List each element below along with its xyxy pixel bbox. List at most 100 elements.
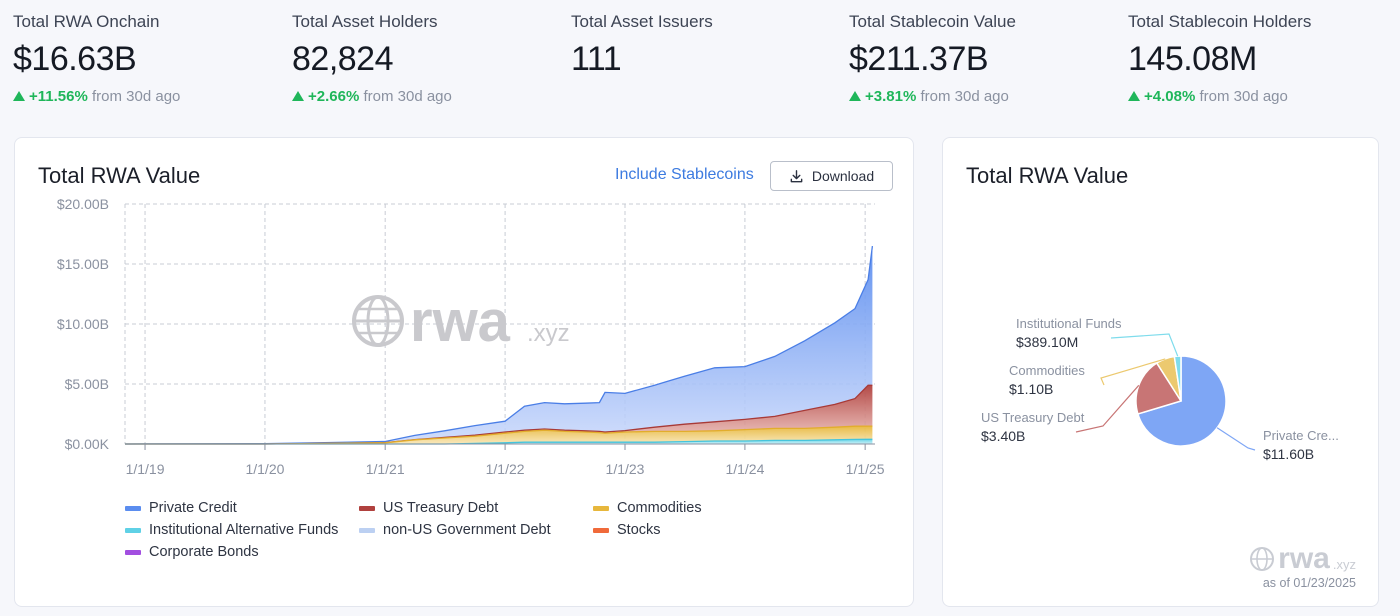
legend-label: US Treasury Debt bbox=[383, 500, 499, 516]
pie-leader-line bbox=[1075, 384, 1140, 433]
legend-label: Corporate Bonds bbox=[149, 544, 259, 560]
legend-swatch bbox=[359, 527, 375, 533]
pie-slice[interactable] bbox=[1173, 355, 1182, 402]
change-percent: +4.08% bbox=[1144, 88, 1196, 105]
legend-label: Commodities bbox=[617, 500, 702, 516]
series-line bbox=[124, 246, 874, 445]
stat-label: Total RWA Onchain bbox=[13, 12, 160, 31]
as-of-date: as of 01/23/2025 bbox=[1262, 576, 1356, 590]
y-tick-label: $10.00B bbox=[57, 316, 109, 332]
stat-change: +3.81% from 30d ago bbox=[849, 88, 1009, 105]
pie-slice-name: Institutional Funds bbox=[1016, 316, 1122, 331]
y-tick-label: $5.00B bbox=[65, 376, 109, 392]
area-chart: rwa .xyz $20.00B $15.00B $10.00B $5.00B $0.0… bbox=[57, 196, 885, 477]
x-tick-label: 1/1/24 bbox=[725, 461, 764, 477]
legend-item-non-us-gov[interactable]: non-US Government Debt bbox=[359, 522, 551, 538]
legend-item-stocks[interactable]: Stocks bbox=[593, 522, 661, 538]
pie-slice-value: $3.40B bbox=[981, 428, 1025, 444]
stat-label: Total Asset Issuers bbox=[571, 12, 713, 31]
globe-icon bbox=[1250, 547, 1275, 571]
pie-leader-line bbox=[1100, 358, 1166, 386]
watermark-suffix: .xyz bbox=[1332, 556, 1356, 572]
stat-label: Total Stablecoin Value bbox=[849, 12, 1016, 31]
y-tick-label: $0.00K bbox=[65, 436, 110, 452]
pie-slice-name: Private Cre... bbox=[1263, 428, 1339, 443]
pie-footer: rwa .xyz as of 01/23/2025 bbox=[1249, 544, 1356, 590]
download-icon bbox=[790, 169, 803, 182]
legend-label: Stocks bbox=[617, 522, 661, 538]
area-series bbox=[124, 246, 874, 445]
x-tick-label: 1/1/23 bbox=[606, 461, 645, 477]
legend-label: non-US Government Debt bbox=[383, 522, 551, 538]
change-percent: +2.66% bbox=[308, 88, 360, 105]
stats-row: Total RWA Onchain $16.63B +11.56% from 3… bbox=[0, 0, 1400, 120]
legend-swatch bbox=[359, 505, 375, 511]
download-label: Download bbox=[811, 168, 875, 184]
watermark-suffix: .xyz bbox=[527, 320, 570, 347]
x-tick-label: 1/1/20 bbox=[245, 461, 284, 477]
include-stablecoins-link[interactable]: Include Stablecoins bbox=[615, 166, 754, 183]
legend-item-corporate-bonds[interactable]: Corporate Bonds bbox=[125, 544, 259, 560]
stat-change: +4.08% from 30d ago bbox=[1128, 88, 1288, 105]
legend-label: Institutional Alternative Funds bbox=[149, 522, 339, 538]
stat-label: Total Asset Holders bbox=[292, 12, 438, 31]
up-arrow-icon bbox=[1128, 91, 1140, 101]
y-tick-label: $15.00B bbox=[57, 256, 109, 272]
pie-chart: Private Cre... $11.60B US Treasury Debt $3.… bbox=[981, 316, 1339, 462]
x-tick-label: 1/1/19 bbox=[126, 461, 165, 477]
series-line bbox=[125, 425, 873, 445]
legend-swatch bbox=[125, 549, 141, 555]
pie-leader-line bbox=[1110, 333, 1179, 357]
change-percent: +3.81% bbox=[865, 88, 917, 105]
x-tick-label: 1/1/22 bbox=[486, 461, 525, 477]
card-title: Total RWA Value bbox=[38, 163, 201, 188]
up-arrow-icon bbox=[13, 91, 25, 101]
area-commodities bbox=[125, 426, 873, 444]
x-tick-label: 1/1/25 bbox=[846, 461, 885, 477]
card-title: Total RWA Value bbox=[966, 163, 1129, 188]
stat-value: 145.08M bbox=[1128, 40, 1257, 78]
pie-slice-value: $1.10B bbox=[1009, 381, 1053, 397]
watermark-text: rwa bbox=[1278, 542, 1330, 575]
pie-slices bbox=[1135, 355, 1227, 447]
y-tick-label: $20.00B bbox=[57, 196, 109, 212]
chart-legend: Private Credit US Treasury Debt Commodit… bbox=[125, 500, 885, 570]
legend-item-inst-alt-funds[interactable]: Institutional Alternative Funds bbox=[125, 522, 338, 538]
pie-slice-name: Commodities bbox=[1009, 363, 1085, 378]
legend-item-commodities[interactable]: Commodities bbox=[593, 500, 702, 516]
change-suffix: from 30d ago bbox=[920, 88, 1009, 105]
download-button[interactable]: Download bbox=[770, 161, 893, 191]
legend-item-us-treasury[interactable]: US Treasury Debt bbox=[359, 500, 498, 516]
up-arrow-icon bbox=[292, 91, 304, 101]
stat-value: $211.37B bbox=[849, 40, 989, 78]
pie-slice[interactable] bbox=[1135, 362, 1183, 415]
y-axis: $20.00B $15.00B $10.00B $5.00B $0.00K bbox=[57, 196, 110, 452]
change-suffix: from 30d ago bbox=[363, 88, 452, 105]
pie-slice-value: $389.10M bbox=[1016, 334, 1078, 350]
stat-value: 82,824 bbox=[292, 40, 394, 78]
change-suffix: from 30d ago bbox=[91, 88, 181, 105]
pie-slice-value: $11.60B bbox=[1263, 446, 1314, 462]
stat-value: 111 bbox=[571, 40, 622, 78]
rwa-pie-card: Total RWA Value Private Cre... $11.60B US … bbox=[942, 137, 1379, 607]
legend-swatch bbox=[593, 527, 609, 533]
stat-change: +2.66% from 30d ago bbox=[292, 88, 452, 105]
up-arrow-icon bbox=[849, 91, 861, 101]
area-us-treasury-debt bbox=[125, 385, 873, 444]
area-private-credit bbox=[125, 246, 873, 444]
x-tick-label: 1/1/21 bbox=[366, 461, 405, 477]
x-axis: 1/1/19 1/1/20 1/1/21 1/1/22 1/1/23 1/1/24 1/1/… bbox=[125, 443, 885, 477]
legend-label: Private Credit bbox=[149, 500, 237, 516]
watermark-text: rwa bbox=[410, 289, 511, 354]
area-institutional-alternative-funds bbox=[125, 439, 873, 444]
rwa-area-card: Total RWA Value Include Stablecoins Down… bbox=[14, 137, 914, 607]
pie-labels: Private Cre... $11.60B US Treasury Debt $3.… bbox=[981, 316, 1339, 462]
change-suffix: from 30d ago bbox=[1199, 88, 1288, 105]
legend-item-private-credit[interactable]: Private Credit bbox=[125, 500, 237, 516]
stat-value: $16.63B bbox=[13, 40, 137, 78]
legend-swatch bbox=[593, 505, 609, 511]
change-percent: +11.56% bbox=[29, 88, 88, 105]
pie-leader-line bbox=[1216, 427, 1256, 451]
stat-label: Total Stablecoin Holders bbox=[1128, 12, 1312, 31]
legend-swatch bbox=[125, 505, 141, 511]
